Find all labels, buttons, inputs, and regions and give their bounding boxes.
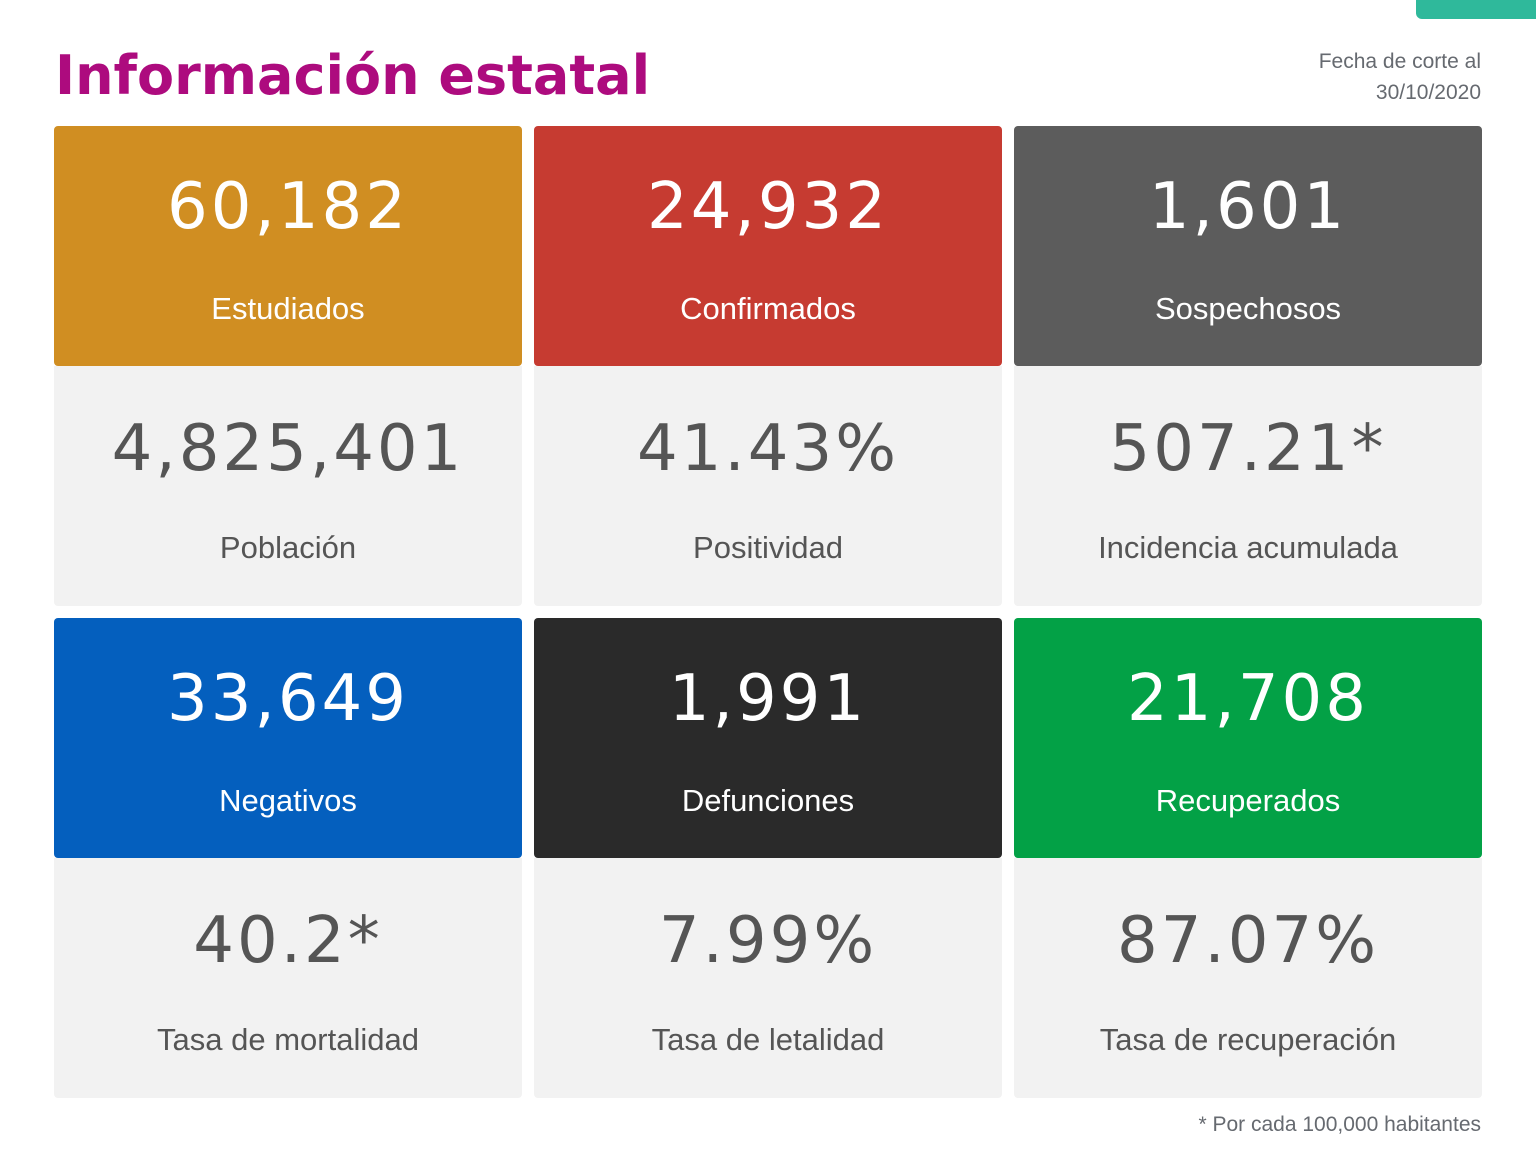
stat-value: 40.2*	[193, 904, 383, 978]
stat-value: 60,182	[167, 170, 409, 244]
cutoff-date: 30/10/2020	[1375, 81, 1481, 104]
card-tasa-letalidad: 7.99% Tasa de letalidad	[534, 858, 1002, 1098]
stat-value: 1,601	[1148, 170, 1348, 244]
stat-value: 24,932	[647, 170, 889, 244]
stat-label: Estudiados	[211, 291, 365, 326]
card-positividad: 41.43% Positividad	[534, 366, 1002, 606]
stat-label: Tasa de recuperación	[1099, 1022, 1397, 1057]
cutoff-date-info: Fecha de corte al 30/10/2020	[1319, 46, 1481, 108]
stat-label: Confirmados	[680, 291, 856, 326]
card-estudiados: 60,182 Estudiados	[54, 126, 522, 366]
footnote: * Por cada 100,000 habitantes	[1198, 1113, 1481, 1136]
stat-label: Defunciones	[681, 783, 855, 818]
card-defunciones: 1,991 Defunciones	[534, 618, 1002, 858]
stat-value: 4,825,401	[111, 412, 465, 486]
stat-value: 33,649	[167, 662, 409, 736]
stat-label: Incidencia acumulada	[1098, 530, 1398, 565]
stat-value: 1,991	[668, 662, 868, 736]
card-sospechosos: 1,601 Sospechosos	[1014, 126, 1482, 366]
stat-label: Negativos	[219, 783, 357, 818]
stat-value: 507.21*	[1109, 412, 1387, 486]
stat-label: Tasa de mortalidad	[157, 1022, 419, 1057]
top-menu-button[interactable]	[1416, 0, 1536, 19]
card-poblacion: 4,825,401 Población	[54, 366, 522, 606]
card-incidencia: 507.21* Incidencia acumulada	[1014, 366, 1482, 606]
stat-label: Tasa de letalidad	[651, 1022, 885, 1057]
stat-label: Sospechosos	[1154, 291, 1342, 326]
stat-label: Población	[219, 530, 357, 565]
card-negativos: 33,649 Negativos	[54, 618, 522, 858]
stat-value: 7.99%	[658, 904, 878, 978]
card-tasa-recuperacion: 87.07% Tasa de recuperación	[1014, 858, 1482, 1098]
stat-label: Recuperados	[1155, 783, 1341, 818]
stats-grid: 60,182 Estudiados 24,932 Confirmados 1,601…	[54, 126, 1482, 1098]
page-title: Información estatal	[55, 44, 651, 107]
cutoff-label: Fecha de corte al	[1318, 50, 1481, 73]
card-tasa-mortalidad: 40.2* Tasa de mortalidad	[54, 858, 522, 1098]
stat-value: 87.07%	[1116, 904, 1380, 978]
card-confirmados: 24,932 Confirmados	[534, 126, 1002, 366]
card-recuperados: 21,708 Recuperados	[1014, 618, 1482, 858]
stat-value: 41.43%	[636, 412, 900, 486]
stat-value: 21,708	[1127, 662, 1369, 736]
stat-label: Positividad	[693, 530, 843, 565]
